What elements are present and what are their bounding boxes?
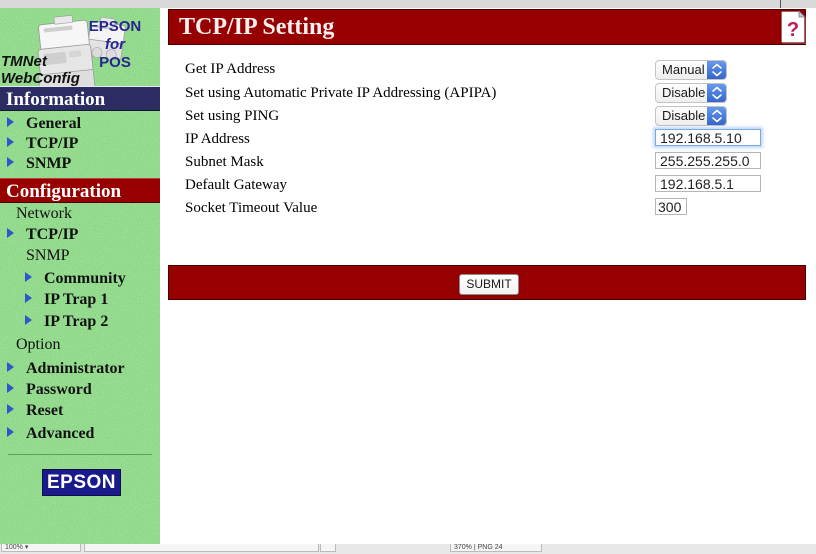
- svg-text:?: ?: [787, 19, 799, 41]
